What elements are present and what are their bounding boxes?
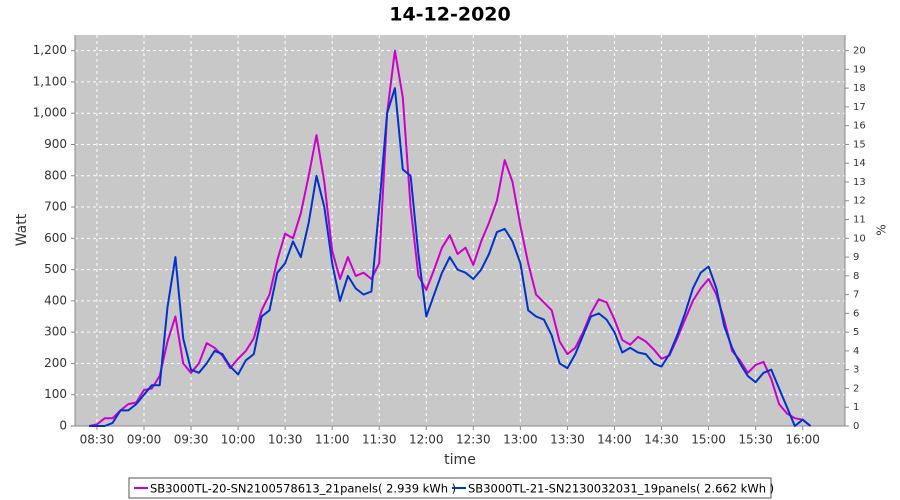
y2-tick-label: 6 <box>853 308 859 319</box>
y2-tick-label: 4 <box>853 346 859 357</box>
x-tick-label: 12:30 <box>456 433 491 447</box>
y2-tick-label: 12 <box>853 196 866 207</box>
y-tick-label: 500 <box>44 262 67 276</box>
x-tick-label: 14:00 <box>597 433 632 447</box>
y-tick-label: 900 <box>44 137 67 151</box>
y2-tick-label: 15 <box>853 139 866 150</box>
y2-tick-label: 8 <box>853 271 859 282</box>
y-tick-label: 800 <box>44 168 67 182</box>
x-tick-label: 11:00 <box>315 433 350 447</box>
y2-tick-label: 9 <box>853 252 859 263</box>
x-tick-label: 08:30 <box>80 433 115 447</box>
x-axis-label: time <box>444 452 476 468</box>
y2-tick-label: 18 <box>853 83 866 94</box>
y-tick-label: 1,200 <box>33 43 67 57</box>
plot-area <box>75 35 845 426</box>
y2-tick-label: 1 <box>853 402 859 413</box>
series-line <box>89 87 812 427</box>
y2-tick-label: 14 <box>853 158 866 169</box>
legend-label: SB3000TL-20-SN2100578613_21panels( 2.939… <box>150 482 456 496</box>
y2-tick-label: 10 <box>853 233 866 244</box>
y2-tick-label: 11 <box>853 215 866 226</box>
y2-tick-label: 7 <box>853 290 859 301</box>
y-tick-label: 1,100 <box>33 74 67 88</box>
x-tick-label: 15:00 <box>691 433 726 447</box>
x-tick-label: 12:00 <box>409 433 444 447</box>
chart-title: 14-12-2020 <box>389 4 511 26</box>
x-tick-label: 13:30 <box>550 433 585 447</box>
y-tick-label: 1,000 <box>33 106 67 120</box>
y-tick-label: 200 <box>44 356 67 370</box>
y-tick-label: 0 <box>59 419 67 433</box>
y-tick-label: 700 <box>44 200 67 214</box>
y-axis-label: Watt <box>14 213 30 246</box>
x-tick-label: 14:30 <box>644 433 679 447</box>
y2-tick-label: 2 <box>853 383 859 394</box>
y2-tick-label: 5 <box>853 327 859 338</box>
x-tick-label: 11:30 <box>362 433 397 447</box>
x-tick-label: 09:30 <box>174 433 209 447</box>
y-tick-label: 300 <box>44 325 67 339</box>
x-tick-label: 15:30 <box>738 433 773 447</box>
legend <box>128 477 772 499</box>
y2-tick-label: 13 <box>853 177 866 188</box>
x-tick-label: 16:00 <box>785 433 820 447</box>
y2-tick-label: 17 <box>853 102 866 113</box>
y2-tick-label: 19 <box>853 64 866 75</box>
y2-tick-label: 0 <box>853 421 859 432</box>
y2-axis-label: % <box>875 224 889 235</box>
y-tick-label: 600 <box>44 231 67 245</box>
series-line <box>88 49 812 427</box>
x-tick-label: 10:00 <box>221 433 256 447</box>
y2-tick-label: 20 <box>853 46 866 57</box>
y-tick-label: 100 <box>44 387 67 401</box>
y2-tick-label: 3 <box>853 365 859 376</box>
y2-tick-label: 16 <box>853 121 866 132</box>
x-tick-label: 10:30 <box>268 433 303 447</box>
legend-label: SB3000TL-21-SN2130032031_19panels( 2.662… <box>468 482 774 496</box>
x-tick-label: 09:00 <box>127 433 162 447</box>
x-tick-label: 13:00 <box>503 433 538 447</box>
y-tick-label: 400 <box>44 293 67 307</box>
